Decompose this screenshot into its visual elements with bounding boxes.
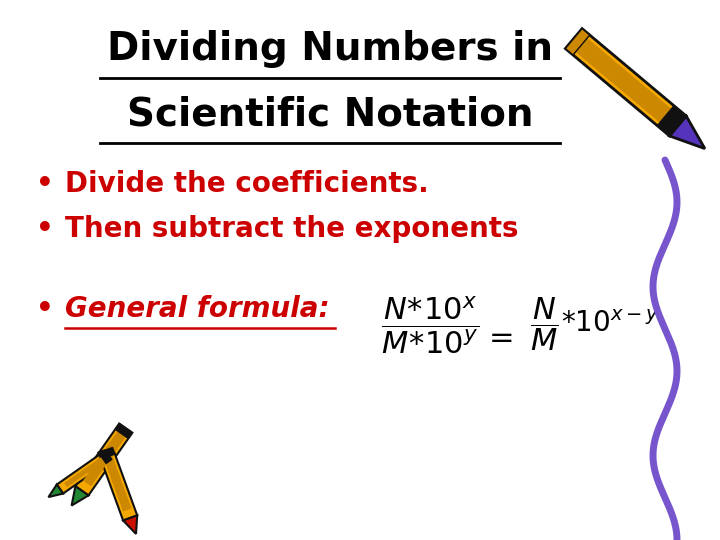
Text: General formula:: General formula: <box>65 295 330 323</box>
Text: •: • <box>36 295 54 323</box>
Text: •: • <box>36 170 54 198</box>
Polygon shape <box>115 423 132 438</box>
Text: Dividing Numbers in: Dividing Numbers in <box>107 30 553 68</box>
Polygon shape <box>123 515 138 534</box>
Text: $*10^{x-y}$: $*10^{x-y}$ <box>561 310 660 338</box>
Text: Scientific Notation: Scientific Notation <box>127 95 534 133</box>
Polygon shape <box>100 450 112 463</box>
Polygon shape <box>48 484 63 497</box>
Polygon shape <box>574 37 672 123</box>
Text: $\dfrac{N\!*\!10^{x}}{M\!*\!10^{y}}$: $\dfrac{N\!*\!10^{x}}{M\!*\!10^{y}}$ <box>381 295 479 356</box>
Polygon shape <box>103 453 132 511</box>
Text: •: • <box>36 215 54 243</box>
Polygon shape <box>76 423 132 495</box>
Polygon shape <box>565 29 686 136</box>
Polygon shape <box>57 450 112 494</box>
Polygon shape <box>670 116 705 148</box>
Text: $\dfrac{N}{M}$: $\dfrac{N}{M}$ <box>530 295 558 353</box>
Polygon shape <box>71 486 89 505</box>
Text: Then subtract the exponents: Then subtract the exponents <box>65 215 518 243</box>
Polygon shape <box>565 29 590 55</box>
Polygon shape <box>657 106 686 136</box>
Text: Divide the coefficients.: Divide the coefficients. <box>65 170 428 198</box>
Polygon shape <box>99 448 115 459</box>
Text: $=$: $=$ <box>483 322 513 351</box>
Polygon shape <box>99 448 138 521</box>
Polygon shape <box>64 456 106 487</box>
Polygon shape <box>83 429 127 487</box>
